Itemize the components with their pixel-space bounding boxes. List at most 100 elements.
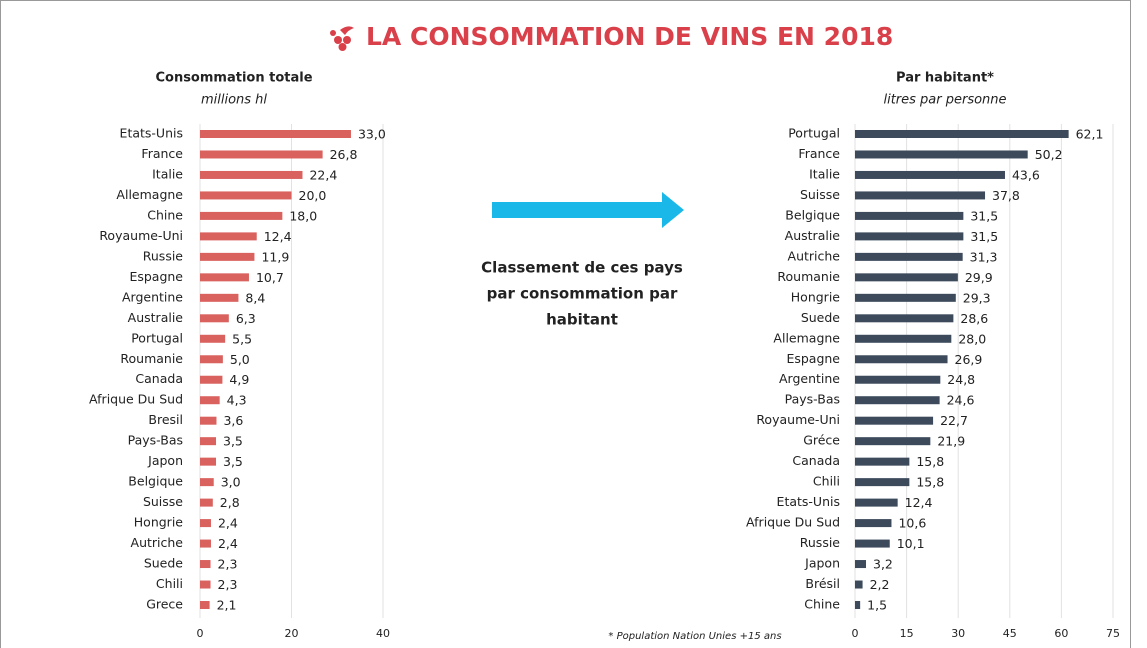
value-label: 2,2 <box>870 577 890 592</box>
value-label: 28,6 <box>960 311 988 326</box>
bar <box>855 437 931 446</box>
value-label: 20,0 <box>299 188 327 203</box>
bar <box>200 191 292 200</box>
value-label: 18,0 <box>289 208 317 223</box>
bar <box>855 314 954 323</box>
value-label: 3,6 <box>223 413 243 428</box>
value-label: 24,8 <box>947 372 975 387</box>
x-tick-label: 40 <box>376 627 390 640</box>
value-label: 6,3 <box>236 311 256 326</box>
y-tick-label: Italie <box>809 166 840 181</box>
bar <box>855 191 986 200</box>
bar <box>855 416 934 425</box>
bar <box>855 293 956 302</box>
y-tick-label: Portugal <box>131 330 183 345</box>
bar <box>200 252 255 261</box>
y-tick-label: Australie <box>128 310 184 325</box>
bar <box>855 150 1028 159</box>
y-tick-label: Canada <box>792 453 840 468</box>
y-tick-label: Japon <box>147 453 183 468</box>
bar <box>200 416 217 425</box>
value-label: 3,0 <box>221 475 241 490</box>
bar <box>855 334 952 343</box>
bar <box>855 211 964 220</box>
bar <box>855 560 867 569</box>
value-label: 2,4 <box>218 536 238 551</box>
value-label: 26,8 <box>330 147 358 162</box>
y-tick-label: Chine <box>804 597 840 612</box>
annotation: habitant <box>546 311 618 329</box>
value-label: 28,0 <box>958 331 986 346</box>
value-label: 2,8 <box>220 495 240 510</box>
value-label: 2,1 <box>217 598 237 613</box>
page-title: LA CONSOMMATION DE VINS EN 2018 <box>366 22 893 51</box>
value-label: 5,0 <box>230 352 250 367</box>
x-tick-label: 30 <box>951 627 965 640</box>
chart-title: Par habitant* <box>896 71 994 86</box>
bar <box>200 478 214 487</box>
value-label: 10,6 <box>898 516 926 531</box>
y-tick-label: Pays-Bas <box>128 433 183 448</box>
bar <box>855 457 910 466</box>
x-tick-label: 45 <box>1003 627 1017 640</box>
bar <box>200 498 213 507</box>
bar <box>855 539 890 548</box>
y-tick-label: Portugal <box>788 126 840 141</box>
y-tick-label: Suisse <box>800 187 840 202</box>
y-tick-label: Russie <box>143 248 184 263</box>
value-label: 37,8 <box>992 188 1020 203</box>
y-tick-label: Pays-Bas <box>785 392 840 407</box>
value-label: 12,4 <box>264 229 292 244</box>
y-tick-label: Allemagne <box>773 330 840 345</box>
value-label: 29,3 <box>963 290 991 305</box>
bar <box>855 355 948 364</box>
bar <box>200 170 303 179</box>
chart-title: Consommation totale <box>155 71 312 86</box>
y-tick-label: Allemagne <box>116 187 183 202</box>
y-tick-label: Canada <box>135 371 183 386</box>
value-label: 50,2 <box>1035 147 1063 162</box>
y-tick-label: Japon <box>804 556 840 571</box>
chart-subtitle: litres par personne <box>883 93 1006 108</box>
value-label: 2,3 <box>218 557 238 572</box>
value-label: 3,2 <box>873 557 893 572</box>
annotation: Classement de ces pays <box>481 259 683 277</box>
bar <box>200 355 223 364</box>
grape-icon <box>330 26 354 51</box>
value-label: 31,5 <box>970 208 998 223</box>
bar <box>200 457 217 466</box>
value-label: 15,8 <box>916 454 944 469</box>
bar <box>855 396 940 405</box>
y-tick-label: Royaume-Uni <box>99 228 183 243</box>
y-tick-label: France <box>798 146 840 161</box>
x-tick-label: 0 <box>197 627 204 640</box>
y-tick-label: Suede <box>144 556 183 571</box>
bar <box>200 539 211 548</box>
bar <box>855 170 1005 179</box>
bar <box>200 314 229 323</box>
y-tick-label: Australie <box>785 228 841 243</box>
y-tick-label: Chili <box>813 474 840 489</box>
value-label: 15,8 <box>916 475 944 490</box>
y-tick-label: Suede <box>801 310 840 325</box>
value-label: 12,4 <box>905 495 933 510</box>
y-tick-label: Argentine <box>779 371 840 386</box>
y-tick-label: Russie <box>800 535 841 550</box>
bar <box>855 601 861 609</box>
y-tick-label: Gréce <box>803 433 840 448</box>
bar <box>855 478 910 487</box>
y-tick-label: Roumanie <box>777 269 840 284</box>
y-tick-label: Afrique Du Sud <box>746 515 840 530</box>
value-label: 4,9 <box>229 372 249 387</box>
y-tick-label: France <box>141 146 183 161</box>
y-tick-label: Autriche <box>788 248 841 263</box>
value-label: 31,3 <box>970 249 998 264</box>
value-label: 33,0 <box>358 127 386 142</box>
value-label: 29,9 <box>965 270 993 285</box>
bar <box>855 252 963 261</box>
bar <box>855 580 863 589</box>
chart-subtitle: millions hl <box>201 93 267 108</box>
y-tick-label: Argentine <box>122 289 183 304</box>
